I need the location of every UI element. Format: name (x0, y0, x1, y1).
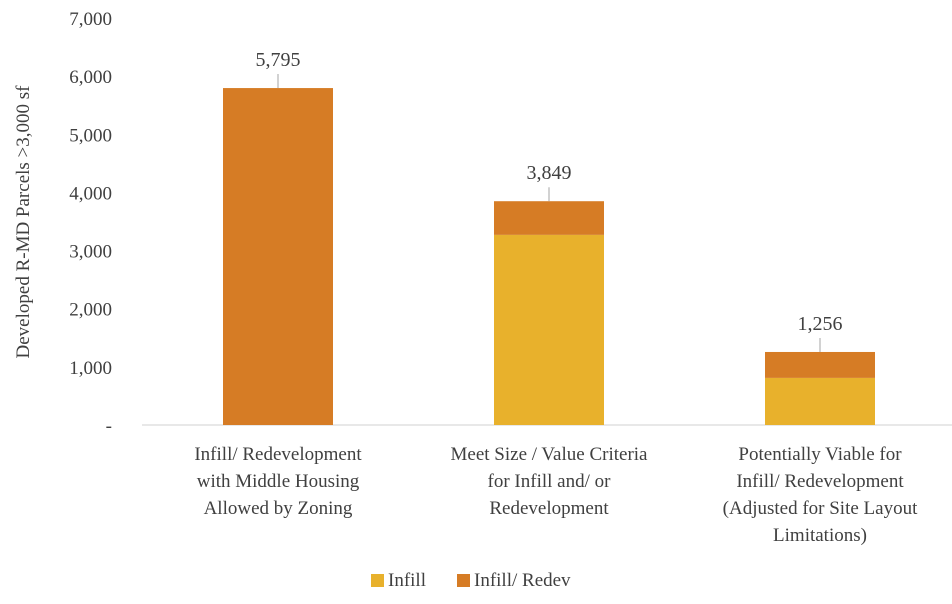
bar-infill (494, 234, 604, 425)
category-label-line: Limitations) (773, 525, 867, 546)
y-tick-label: 4,000 (69, 183, 112, 204)
bar-infill-redev (494, 201, 604, 235)
data-label-total: 5,795 (256, 49, 301, 71)
y-tick-label: 1,000 (69, 358, 112, 379)
x-axis-labels: Infill/ Redevelopment with Middle Housing… (194, 444, 918, 546)
data-label-total: 1,256 (798, 313, 843, 335)
legend-swatch (457, 574, 470, 587)
category-label-line: Allowed by Zoning (204, 498, 353, 519)
y-tick-label: 5,000 (69, 125, 112, 146)
category-label: Potentially Viable for Infill/ Redevelopm… (723, 444, 918, 546)
y-tick-label: 2,000 (69, 300, 112, 321)
bar-infill-redev (223, 88, 333, 426)
data-labels: 5,795 3,849 1,256 (256, 49, 843, 352)
category-label-line: Meet Size / Value Criteria (451, 444, 649, 465)
category-label-line: Infill/ Redevelopment (194, 444, 362, 465)
bar-infill (765, 377, 875, 425)
y-tick-label: 7,000 (69, 9, 112, 30)
category-label: Meet Size / Value Criteria for Infill and… (451, 444, 649, 519)
category-label-line: Redevelopment (489, 498, 609, 519)
data-label-total: 3,849 (527, 162, 572, 184)
y-axis-title: Developed R-MD Parcels >3,000 sf (13, 85, 34, 359)
legend-label: Infill/ Redev (474, 570, 571, 591)
legend: Infill Infill/ Redev (371, 570, 571, 591)
y-tick-label: 6,000 (69, 67, 112, 88)
category-label-line: for Infill and/ or (488, 471, 612, 492)
bar-infill-redev (765, 351, 875, 378)
bars (223, 88, 875, 426)
category-label-line: (Adjusted for Site Layout (723, 498, 918, 519)
y-tick-label: - (106, 416, 112, 437)
category-label-line: with Middle Housing (197, 471, 360, 492)
legend-swatch (371, 574, 384, 587)
y-tick-label: 3,000 (69, 242, 112, 263)
category-label-line: Infill/ Redevelopment (736, 471, 904, 492)
legend-label: Infill (388, 570, 426, 591)
category-label-line: Potentially Viable for (738, 444, 902, 465)
category-label: Infill/ Redevelopment with Middle Housing… (194, 444, 362, 519)
